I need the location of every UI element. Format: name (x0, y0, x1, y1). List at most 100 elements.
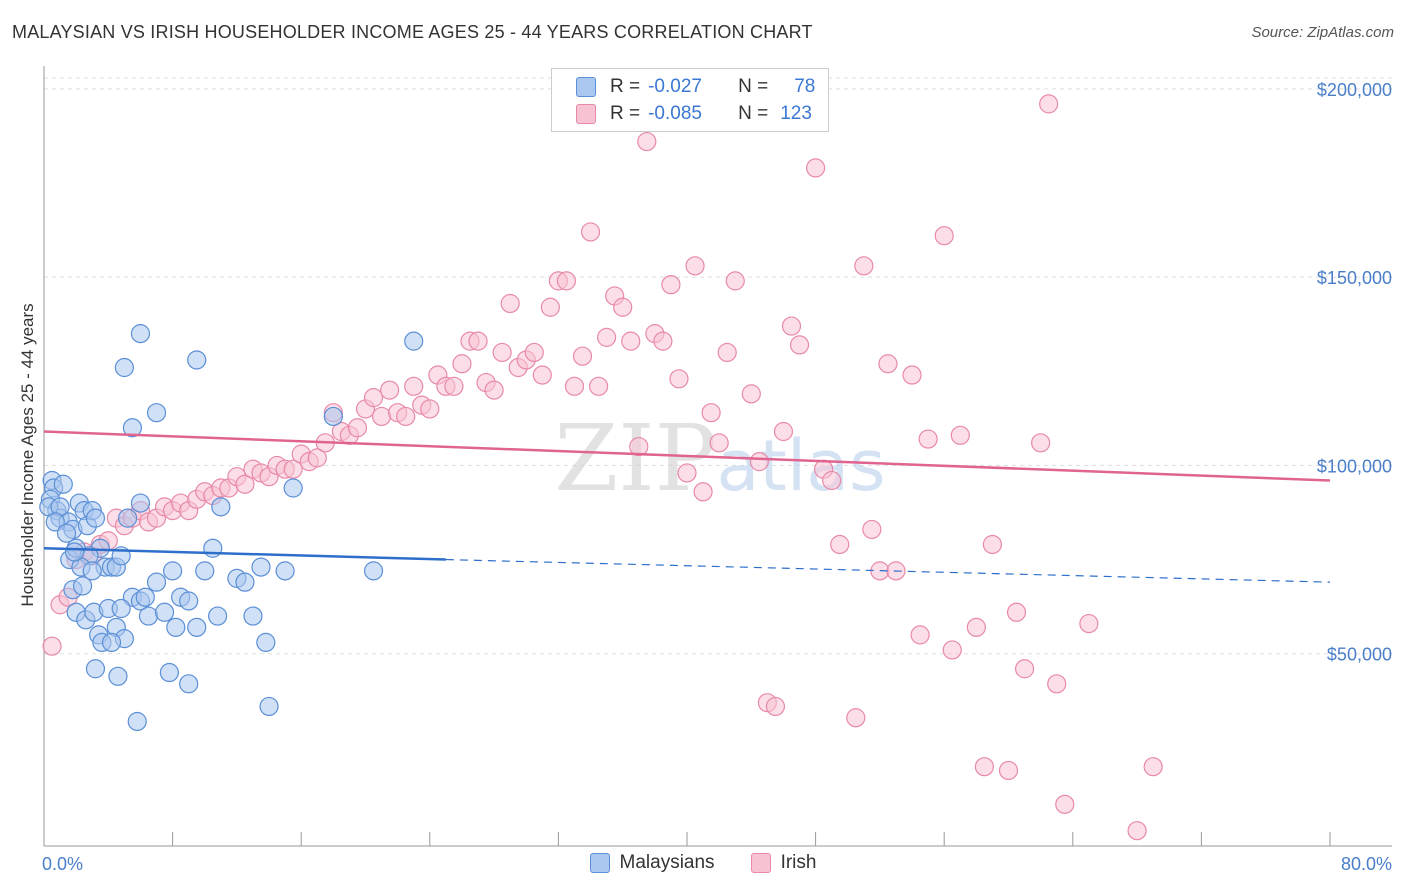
irish-point (717, 342, 737, 363)
r-value: -0.085 (648, 103, 702, 124)
correlation-legend: R = -0.027 N = 78 R = -0.085 N = 123 (551, 68, 829, 132)
malaysian-point (72, 576, 93, 596)
irish-point (781, 316, 802, 336)
irish-point (998, 760, 1019, 781)
n-label: N = (738, 76, 769, 97)
irish-point (572, 346, 593, 366)
irish-point (653, 331, 673, 351)
malaysians-legend-label: Malaysians (619, 852, 715, 873)
malaysian-point (135, 587, 155, 607)
n-label: N = (738, 103, 769, 124)
irish-point (942, 640, 962, 660)
irish-point (966, 617, 986, 637)
r-label: R = (610, 76, 641, 97)
irish-point (597, 327, 617, 347)
source-label: Source: ZipAtlas.com (1251, 24, 1394, 41)
irish-point (805, 158, 826, 178)
malaysian-point (85, 508, 106, 528)
malaysian-point (208, 606, 228, 626)
watermark-zip: ZIP (554, 405, 716, 512)
malaysian-point (323, 406, 343, 427)
malaysian-point (283, 478, 303, 498)
malaysian-points (39, 324, 424, 732)
irish-point (444, 376, 464, 396)
irish-point (982, 534, 1003, 555)
irish-point (564, 376, 585, 396)
malaysian-point (130, 493, 151, 513)
grid-lines (44, 77, 1392, 655)
irish-point (347, 418, 368, 438)
irish-point (765, 696, 786, 717)
irish-point (1031, 433, 1051, 453)
irish-point (685, 256, 705, 276)
irish-point (1127, 821, 1147, 841)
irish-point (235, 474, 255, 494)
n-value: 123 (780, 103, 812, 124)
malaysian-point (187, 350, 207, 370)
irish-point (725, 271, 745, 291)
irish-point (452, 354, 472, 374)
irish-point (420, 399, 440, 419)
malaysian-point (166, 617, 186, 637)
irish-point (701, 403, 721, 423)
malaysian-point (130, 324, 151, 344)
malaysian-point (108, 666, 128, 686)
malaysian-point (101, 632, 122, 653)
irish-point (773, 421, 794, 442)
irish-point (878, 354, 898, 374)
malaysian-point (85, 659, 106, 679)
irish-point (789, 335, 810, 355)
irish-point (741, 384, 761, 404)
malaysian-point (56, 523, 77, 543)
malaysian-point (187, 617, 207, 637)
malaysian-point (146, 572, 167, 592)
irish-point (580, 222, 601, 242)
irish-point (661, 275, 681, 295)
irish-point (974, 757, 994, 777)
irish-point (307, 448, 327, 468)
legend-row-irish: R = -0.085 N = 123 (576, 102, 812, 126)
malaysian-point (195, 561, 215, 581)
malaysian-point (404, 331, 424, 351)
irish-point (950, 425, 970, 445)
malaysian-point (122, 418, 143, 438)
irish-point (934, 226, 954, 246)
malaysian-point (275, 561, 295, 581)
malaysian-point (211, 497, 231, 517)
malaysian-point (259, 696, 279, 717)
irish-point (629, 436, 649, 457)
trend-lines (43, 430, 1331, 583)
malaysian-point (179, 591, 199, 611)
irish-trend-line (43, 430, 1331, 482)
irish-legend-swatch (750, 853, 771, 873)
irish-point (621, 331, 641, 351)
y-tick-labels: $50,000 $100,000 $150,000 $200,000 (1317, 80, 1392, 665)
malaysian-point (138, 606, 159, 626)
malaysian-point (146, 403, 167, 423)
malaysian-point (82, 561, 102, 581)
malaysians-legend-swatch (589, 853, 610, 873)
irish-point (693, 482, 713, 502)
irish-point (371, 406, 392, 427)
malaysian-point (111, 598, 131, 619)
irish-point (1055, 794, 1075, 814)
r-value: -0.027 (648, 76, 702, 97)
irish-point (669, 369, 689, 389)
irish-point (1039, 94, 1059, 114)
irish-point (637, 131, 657, 152)
x-tick-max: 80.0% (1341, 854, 1392, 874)
irish-point (404, 376, 424, 396)
malaysian-point (235, 572, 255, 592)
malaysian-point (159, 662, 179, 683)
legend-item-malaysians: Malaysians (589, 852, 715, 874)
y-tick-label: $150,000 (1317, 268, 1392, 288)
irish-point (532, 365, 552, 385)
irish-point (862, 519, 882, 540)
irish-swatch (576, 104, 596, 124)
malaysian-trend-line (43, 547, 446, 561)
legend-item-irish: Irish (750, 852, 816, 874)
irish-point (1143, 757, 1163, 777)
irish-point (540, 297, 560, 317)
irish-point (1014, 659, 1035, 679)
